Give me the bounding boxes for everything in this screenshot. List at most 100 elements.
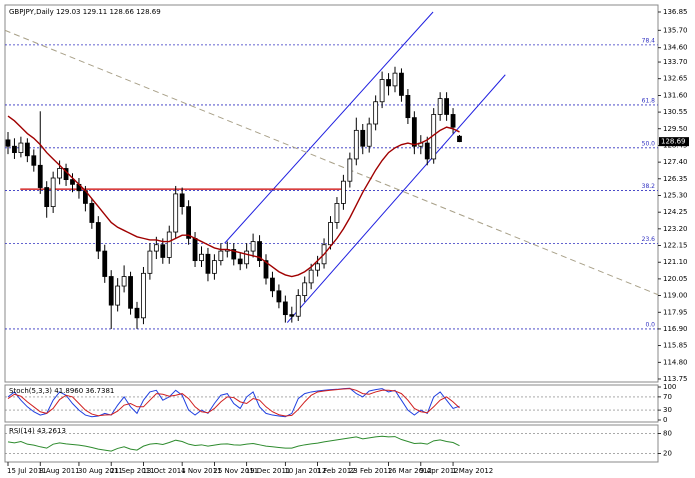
y-tick-label: 126.35 [663, 175, 688, 183]
y-tick-label: 135.70 [663, 26, 688, 34]
last-price-box [659, 137, 689, 147]
candle-body [237, 258, 243, 265]
x-tick-label: 1 Feb 2012 [317, 467, 356, 475]
candle-body [70, 179, 75, 185]
y-tick-label: 80 [663, 430, 672, 438]
candle-body [160, 244, 166, 258]
y-tick-label: 129.50 [663, 125, 688, 133]
candle-body [199, 253, 204, 262]
candle-body [386, 79, 391, 87]
y-tick-label: 100 [663, 383, 676, 391]
y-tick-label: 113.75 [663, 375, 688, 383]
stoch-title: Stoch(5,3,3) 41.8960 36.7381 [9, 387, 114, 395]
price-plot [5, 11, 658, 330]
level-label: 61.8 [642, 97, 656, 104]
rsi-plot [5, 433, 658, 454]
candle-body [315, 263, 321, 271]
candle-body [244, 250, 250, 265]
candle-body [141, 272, 146, 319]
candle-body [308, 269, 314, 284]
x-tick-label: 8 Aug 2011 [39, 467, 79, 475]
y-tick-label: 130.55 [663, 108, 688, 116]
candle-body [211, 260, 217, 274]
candle-body [399, 72, 404, 96]
candle-body [411, 117, 417, 147]
level-label: 78.4 [642, 37, 656, 44]
candle-body [347, 158, 353, 182]
y-tick-label: 136.85 [663, 8, 688, 16]
x-tick-label: 4 Nov 2011 [181, 467, 221, 475]
candle-body [5, 139, 11, 147]
x-tick-label: 1 May 2012 [452, 467, 493, 475]
candle-body [147, 250, 153, 274]
y-tick-label: 124.25 [663, 208, 688, 216]
x-tick-label: 10 Jan 2012 [284, 467, 326, 475]
candle-body [24, 142, 30, 157]
rsi-title: RSI(14) 43.2613 [9, 427, 66, 435]
candle-body [192, 237, 198, 262]
candle-body [257, 241, 262, 262]
price-panel [4, 4, 659, 383]
candle-body [340, 180, 346, 204]
candle-body [134, 307, 140, 319]
candle-body [153, 244, 159, 252]
y-tick-label: 119.00 [663, 292, 688, 300]
candle-body [128, 276, 133, 309]
moving-average [7, 115, 460, 278]
x-tick-label: 19 Dec 2011 [246, 467, 291, 475]
y-tick-label: 134.60 [663, 44, 688, 52]
candle-body [302, 282, 308, 296]
rsi-panel [4, 424, 659, 463]
candle-body [218, 250, 224, 262]
candle-body [57, 168, 62, 179]
candle-body [373, 101, 379, 125]
candle-body [102, 250, 108, 277]
candle-body [115, 285, 121, 306]
candle-body [450, 114, 456, 128]
candle-body [276, 290, 282, 303]
candle-body [444, 98, 450, 115]
level-label: 38.2 [642, 183, 656, 190]
stoch-plot [5, 387, 658, 418]
candle-body [44, 187, 50, 208]
x-tick-label: 23 Feb 2012 [349, 467, 393, 475]
candle-body [353, 129, 359, 160]
y-tick-label: 20 [663, 449, 672, 457]
y-tick-label: 114.80 [663, 358, 688, 366]
trend-line [224, 11, 434, 244]
candle-body [360, 129, 366, 147]
y-tick-label: 131.60 [663, 91, 688, 99]
candle-body [18, 142, 24, 153]
indicator-line [7, 387, 460, 418]
candle-body [270, 277, 275, 292]
x-tick-label: 9 Apr 2012 [420, 467, 459, 475]
stoch-panel [4, 384, 659, 423]
candle-body [121, 276, 127, 287]
y-tick-label: 116.90 [663, 325, 688, 333]
candle-body [457, 135, 462, 143]
candle-body [392, 72, 398, 87]
y-tick-label: 70 [663, 393, 672, 401]
y-tick-label: 115.85 [663, 342, 688, 350]
candle-body [328, 222, 333, 246]
level-label: 23.6 [642, 236, 656, 243]
candle-body [31, 155, 37, 166]
y-tick-label: 125.30 [663, 191, 688, 199]
candle-body [50, 177, 56, 208]
indicator-line [7, 435, 460, 452]
candle-body [12, 145, 17, 153]
y-tick-label: 132.65 [663, 75, 688, 83]
candle-body [263, 260, 269, 279]
y-tick-label: 123.20 [663, 225, 688, 233]
candle-body [37, 164, 43, 188]
y-tick-label: 0 [663, 416, 667, 424]
trend-line [286, 74, 506, 323]
level-label: 50.0 [642, 140, 656, 147]
x-tick-label: 16 Mar 2012 [388, 467, 432, 475]
y-tick-label: 127.40 [663, 158, 688, 166]
candle-body [437, 98, 443, 115]
candle-body [379, 79, 385, 103]
candle-body [366, 123, 372, 147]
candle-body [89, 203, 95, 223]
